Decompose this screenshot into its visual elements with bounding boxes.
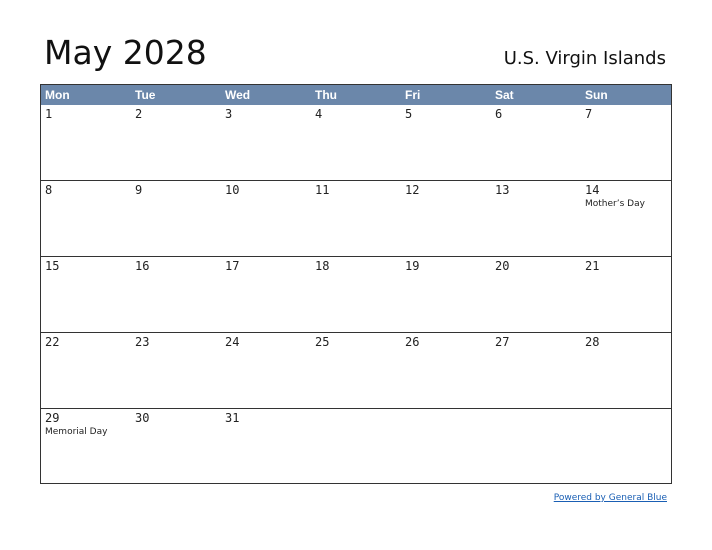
day-number: 20 xyxy=(495,259,510,273)
day-number: 6 xyxy=(495,107,503,121)
day-number: 13 xyxy=(495,183,510,197)
weekday-tue: Tue xyxy=(135,88,156,102)
day-cell: 19 xyxy=(401,257,491,332)
day-cell: 31 xyxy=(221,409,311,484)
day-number: 16 xyxy=(135,259,150,273)
day-cell: 12 xyxy=(401,181,491,256)
region-name: U.S. Virgin Islands xyxy=(503,48,666,69)
day-number: 3 xyxy=(225,107,233,121)
day-number: 27 xyxy=(495,335,510,349)
day-number: 7 xyxy=(585,107,593,121)
day-cell: 3 xyxy=(221,105,311,180)
week-row-4: 22 23 24 25 26 27 28 xyxy=(41,332,671,408)
day-number: 23 xyxy=(135,335,150,349)
week-row-2: 8 9 10 11 12 13 14 Mother’s Day xyxy=(41,180,671,256)
day-cell: 6 xyxy=(491,105,581,180)
day-cell: 13 xyxy=(491,181,581,256)
week-row-5: 29 Memorial Day 30 31 xyxy=(41,408,671,484)
day-number: 15 xyxy=(45,259,60,273)
day-cell: 20 xyxy=(491,257,581,332)
day-cell: 9 xyxy=(131,181,221,256)
day-cell: 28 xyxy=(581,333,671,408)
weekday-thu: Thu xyxy=(315,88,337,102)
holiday-label: Mother’s Day xyxy=(585,199,645,209)
day-cell: 10 xyxy=(221,181,311,256)
day-number: 14 xyxy=(585,183,600,197)
day-number: 4 xyxy=(315,107,323,121)
week-row-3: 15 16 17 18 19 20 21 xyxy=(41,256,671,332)
day-cell: 14 Mother’s Day xyxy=(581,181,671,256)
day-number: 25 xyxy=(315,335,330,349)
day-number: 5 xyxy=(405,107,413,121)
day-cell: 4 xyxy=(311,105,401,180)
day-cell xyxy=(491,409,581,484)
day-cell: 2 xyxy=(131,105,221,180)
day-cell: 15 xyxy=(41,257,131,332)
day-cell: 24 xyxy=(221,333,311,408)
day-cell: 21 xyxy=(581,257,671,332)
day-number: 26 xyxy=(405,335,420,349)
calendar-grid: Mon Tue Wed Thu Fri Sat Sun 1 2 3 4 5 6 … xyxy=(40,84,672,484)
weekday-fri: Fri xyxy=(405,88,421,102)
day-number: 10 xyxy=(225,183,240,197)
day-number: 21 xyxy=(585,259,600,273)
weekday-header: Mon Tue Wed Thu Fri Sat Sun xyxy=(41,85,671,105)
day-cell: 16 xyxy=(131,257,221,332)
page-title: May 2028 xyxy=(44,33,207,72)
day-number: 9 xyxy=(135,183,143,197)
day-number: 12 xyxy=(405,183,420,197)
day-cell: 30 xyxy=(131,409,221,484)
day-number: 18 xyxy=(315,259,330,273)
day-number: 1 xyxy=(45,107,53,121)
day-cell: 18 xyxy=(311,257,401,332)
week-row-1: 1 2 3 4 5 6 7 xyxy=(41,105,671,180)
day-cell: 25 xyxy=(311,333,401,408)
day-cell: 27 xyxy=(491,333,581,408)
day-cell: 23 xyxy=(131,333,221,408)
day-cell: 17 xyxy=(221,257,311,332)
day-number: 11 xyxy=(315,183,330,197)
day-number: 31 xyxy=(225,411,240,425)
weekday-sat: Sat xyxy=(495,88,514,102)
day-cell xyxy=(581,409,671,484)
day-cell: 7 xyxy=(581,105,671,180)
day-number: 2 xyxy=(135,107,143,121)
day-cell xyxy=(401,409,491,484)
day-cell: 5 xyxy=(401,105,491,180)
day-cell: 22 xyxy=(41,333,131,408)
day-number: 8 xyxy=(45,183,53,197)
weekday-sun: Sun xyxy=(585,88,608,102)
holiday-label: Memorial Day xyxy=(45,427,108,437)
weekday-mon: Mon xyxy=(45,88,70,102)
day-cell xyxy=(311,409,401,484)
powered-by-link[interactable]: Powered by General Blue xyxy=(553,493,667,503)
day-number: 29 xyxy=(45,411,60,425)
weekday-wed: Wed xyxy=(225,88,251,102)
day-number: 19 xyxy=(405,259,420,273)
day-number: 24 xyxy=(225,335,240,349)
day-cell: 8 xyxy=(41,181,131,256)
day-cell: 1 xyxy=(41,105,131,180)
day-number: 22 xyxy=(45,335,60,349)
day-number: 30 xyxy=(135,411,150,425)
day-number: 28 xyxy=(585,335,600,349)
day-cell: 26 xyxy=(401,333,491,408)
day-number: 17 xyxy=(225,259,240,273)
day-cell: 11 xyxy=(311,181,401,256)
day-cell: 29 Memorial Day xyxy=(41,409,131,484)
